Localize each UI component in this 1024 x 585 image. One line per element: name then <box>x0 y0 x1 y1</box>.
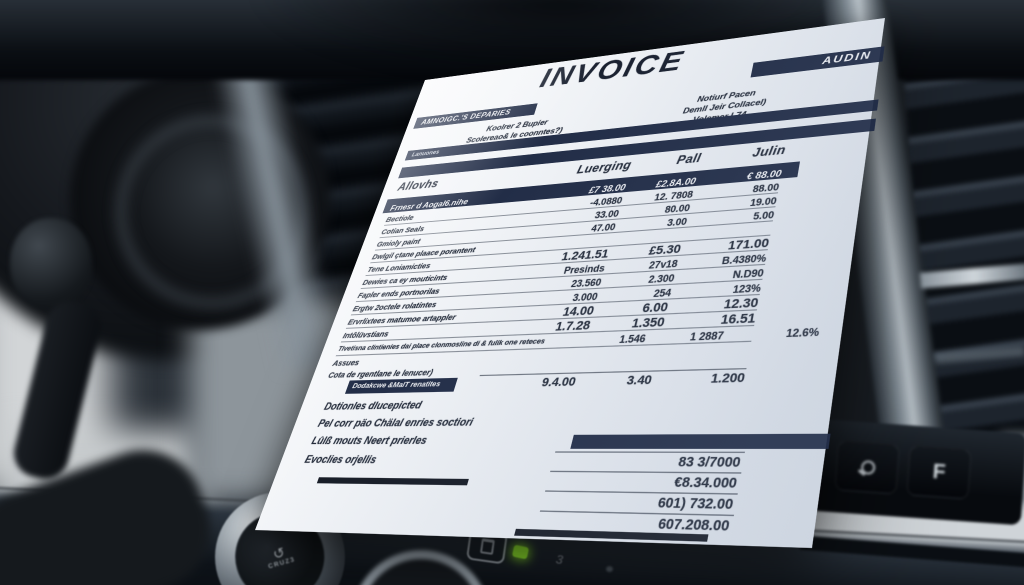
row-value: 1.7.28 <box>553 318 592 335</box>
row-value: 6.00 <box>640 300 670 316</box>
search-button[interactable] <box>834 440 900 495</box>
total-value: 601) 732.00 <box>540 490 738 513</box>
search-icon <box>857 460 876 476</box>
summary-line: Evoclies orjellis <box>303 452 379 466</box>
row-value: 1.350 <box>630 315 666 331</box>
total-value: 83 3/7000 <box>550 451 746 471</box>
gear-knob[interactable] <box>10 218 92 310</box>
row-value: 1 2887 <box>689 329 725 343</box>
totals-column: 83 3/7000 €8.34.000 601) 732.00 607.208.00 <box>535 451 746 537</box>
row-value: 1.200 <box>649 368 747 388</box>
dash-button-panel: F <box>809 418 1024 526</box>
summary-line: Lûlß mouts Neert prierles <box>309 434 429 447</box>
row-value: 9.4.00 <box>475 372 578 392</box>
summary-divider-bar <box>570 433 831 449</box>
dash-dot <box>606 566 613 572</box>
summary-line: Pel corr päo Chälal enries soctiori <box>316 416 475 430</box>
row-value: 3.40 <box>573 370 654 390</box>
row-value: 12.6% <box>785 325 821 340</box>
total-value: €8.34.000 <box>545 470 742 492</box>
row-value: 16.51 <box>719 311 757 328</box>
col-header: Julin <box>751 144 787 160</box>
summary-notes: Dotionles dlucepicted Pel corr päo Chälal… <box>302 394 596 471</box>
f-button[interactable]: F <box>906 445 972 500</box>
signature-rule-left <box>317 477 469 485</box>
summary-bar: Dodakcwe &MalT renatites <box>344 377 458 394</box>
col-header: Pall <box>675 152 703 168</box>
mode-icon <box>479 537 495 555</box>
row-value: 12.30 <box>722 296 760 312</box>
